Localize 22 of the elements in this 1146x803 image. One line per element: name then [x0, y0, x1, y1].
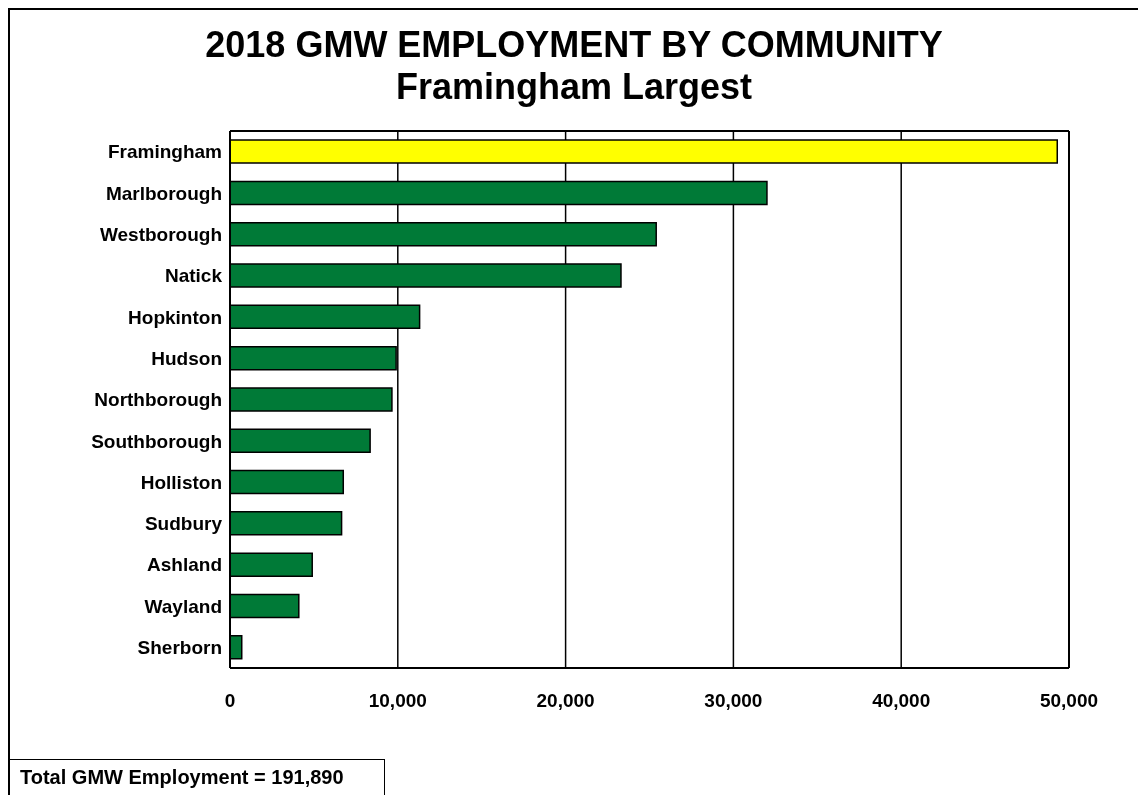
chart-subtitle: Framingham Largest [394, 66, 754, 108]
y-tick-label: Hudson [151, 347, 222, 369]
x-tick-label: 30,000 [704, 690, 763, 712]
y-tick-label: Hopkinton [128, 306, 222, 328]
y-tick-label: Sherborn [137, 637, 222, 659]
text: Total GMW Employment = 191,890 [10, 759, 385, 795]
y-tick-label: Framingham [107, 141, 222, 163]
y-tick-label: Wayland [144, 595, 222, 617]
chart-title: 2018 GMW EMPLOYMENT BY COMMUNITY [204, 24, 944, 66]
x-tick-label: 20,000 [536, 690, 595, 712]
y-tick-label: Westborough [99, 224, 222, 246]
y-tick-label: Southborough [91, 430, 222, 452]
y-tick-label: Marlborough [105, 182, 222, 204]
x-tick-label: 10,000 [368, 690, 427, 712]
y-tick-label: Ashland [147, 554, 222, 576]
x-tick-label: 50,000 [1039, 690, 1099, 712]
y-tick-label: Northborough [94, 389, 222, 411]
y-tick-label: Sudbury [144, 513, 223, 535]
x-tick-label: 0 [224, 690, 236, 712]
y-tick-label: Holliston [140, 471, 222, 493]
y-tick-label: Natick [164, 265, 223, 287]
x-tick-label: 40,000 [872, 690, 931, 712]
